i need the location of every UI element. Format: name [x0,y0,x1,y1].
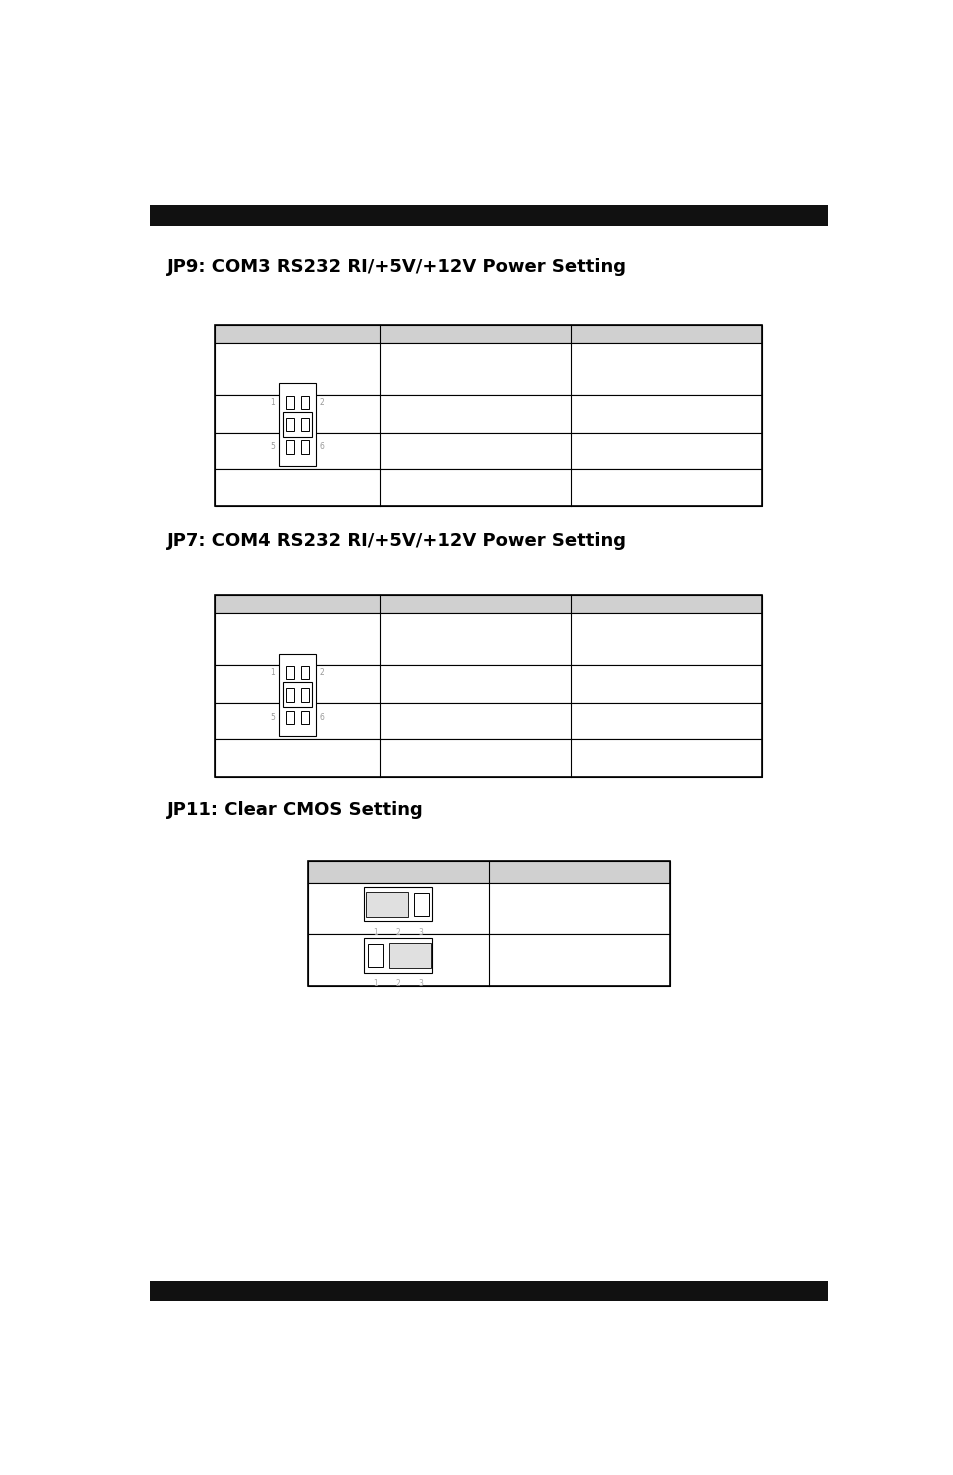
Bar [215,739,761,777]
Text: 2: 2 [395,928,400,937]
Bar [215,614,761,665]
Bar [215,324,761,506]
Bar [285,440,294,454]
Bar [215,324,761,342]
Bar [215,704,761,739]
Text: 2: 2 [319,668,324,677]
Bar [300,689,309,702]
Text: 3: 3 [418,928,423,937]
Bar [285,665,294,680]
Bar [285,711,294,724]
Bar [364,938,432,972]
Bar [391,944,405,966]
Bar [151,1280,826,1301]
Text: 2: 2 [395,979,400,988]
Bar [308,935,669,985]
Text: 5: 5 [270,712,274,721]
Bar [414,892,428,916]
Text: 1: 1 [373,979,377,988]
Bar [215,469,761,506]
Text: 1: 1 [373,928,377,937]
Bar [282,683,312,708]
Text: 6: 6 [319,442,324,451]
Text: JP7: COM4 RS232 RI/+5V/+12V Power Setting: JP7: COM4 RS232 RI/+5V/+12V Power Settin… [167,531,627,550]
Bar [215,594,761,614]
Text: 5: 5 [270,442,274,451]
Bar [300,417,309,431]
Bar [391,892,405,916]
Bar [364,888,432,922]
Bar [215,395,761,432]
Text: 6: 6 [319,712,324,721]
Bar [308,861,669,985]
Bar [215,665,761,704]
Bar [414,944,428,966]
Bar [151,205,826,226]
Bar [365,892,408,917]
Bar [308,861,669,884]
Bar [388,943,431,968]
Bar [285,689,294,702]
Bar [368,892,382,916]
Bar [278,384,315,466]
Text: 1: 1 [270,398,274,407]
Bar [285,395,294,409]
Bar [215,594,761,777]
Bar [215,342,761,395]
Bar [300,711,309,724]
Bar [300,440,309,454]
Bar [308,884,669,935]
Bar [368,944,382,966]
Bar [278,653,315,736]
Text: 3: 3 [418,979,423,988]
Text: JP11: Clear CMOS Setting: JP11: Clear CMOS Setting [167,801,424,819]
Text: 1: 1 [270,668,274,677]
Bar [300,665,309,680]
Bar [285,417,294,431]
Bar [215,432,761,469]
Bar [300,395,309,409]
Text: 2: 2 [319,398,324,407]
Text: JP9: COM3 RS232 RI/+5V/+12V Power Setting: JP9: COM3 RS232 RI/+5V/+12V Power Settin… [167,258,627,276]
Bar [282,412,312,437]
